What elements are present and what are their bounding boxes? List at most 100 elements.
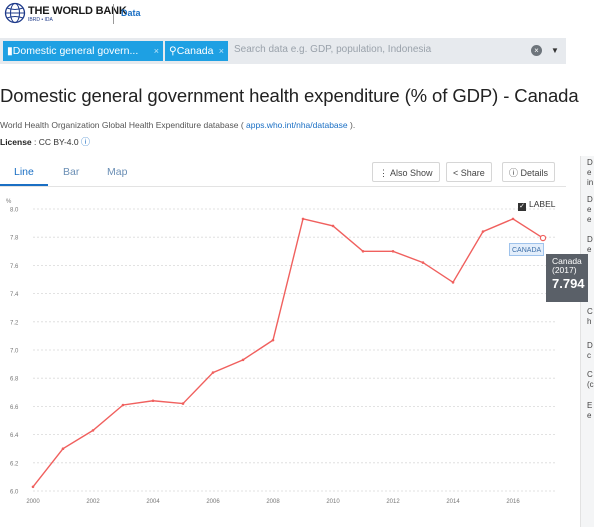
share-button[interactable]: < Share xyxy=(446,162,492,182)
side-item-text[interactable]: h xyxy=(587,317,592,326)
data-section-link[interactable]: Data xyxy=(121,8,141,18)
data-point xyxy=(301,217,305,221)
y-tick-label: 7.4 xyxy=(10,292,19,298)
world-bank-logo-icon[interactable] xyxy=(4,2,26,24)
search-bar[interactable]: ▮Domestic general govern... × ⚲Canada × … xyxy=(0,38,566,64)
data-point xyxy=(481,230,485,233)
side-item-text[interactable]: D xyxy=(587,235,593,244)
tab-map[interactable]: Map xyxy=(107,166,128,178)
side-item-text[interactable]: e xyxy=(587,215,592,224)
chart-tooltip: Canada (2017) 7.794 xyxy=(546,254,588,302)
clear-search-icon[interactable]: × xyxy=(531,45,542,56)
chart-tabs: Line Bar Map xyxy=(0,160,566,188)
data-point xyxy=(61,447,65,450)
tab-line[interactable]: Line xyxy=(14,166,34,178)
line-chart: 6.0 6.2 6.4 6.6 6.8 7.0 7.2 7.4 7.6 7.8 8.0% 2000 20… xyxy=(6,199,555,505)
data-point xyxy=(91,429,95,432)
active-tab-indicator xyxy=(0,184,48,187)
y-tick-label: 6.2 xyxy=(10,461,19,467)
side-item-text[interactable]: in xyxy=(587,178,594,187)
y-tick-label: 6.6 xyxy=(10,405,19,411)
x-tick-label: 2014 xyxy=(446,499,460,505)
details-button[interactable]: ⓘ Details xyxy=(502,162,556,182)
source-line: World Health Organization Global Health … xyxy=(0,120,355,130)
hovered-point xyxy=(539,234,547,242)
side-item-text[interactable]: e xyxy=(587,411,592,420)
side-item-text[interactable]: D xyxy=(587,341,593,350)
side-item-text[interactable]: e xyxy=(587,168,592,177)
details-label: Details xyxy=(520,168,549,178)
data-point xyxy=(31,485,35,489)
side-item-text[interactable]: E xyxy=(587,401,593,410)
info-icon[interactable]: ⓘ xyxy=(80,137,90,147)
search-input[interactable]: Search data e.g. GDP, population, Indone… xyxy=(234,44,432,55)
country-chip-label: Canada xyxy=(176,45,214,57)
also-show-label: Also Show xyxy=(390,168,433,178)
side-item-text[interactable]: c xyxy=(587,351,591,360)
data-point xyxy=(181,402,185,405)
y-axis-unit: % xyxy=(6,199,12,205)
tabs-divider xyxy=(0,186,566,187)
location-pin-icon: ⚲ xyxy=(169,45,177,57)
data-point xyxy=(271,338,275,342)
x-tick-label: 2010 xyxy=(326,499,340,505)
data-point xyxy=(211,371,215,374)
license-value: : CC BY-4.0 xyxy=(31,137,81,147)
indicator-chip-label: Domestic general govern... xyxy=(12,45,139,57)
remove-country-icon[interactable]: × xyxy=(218,46,224,56)
side-item-text[interactable]: D xyxy=(587,158,593,167)
label-toggle-text: LABEL xyxy=(529,199,556,209)
side-item-text[interactable]: C xyxy=(587,307,593,316)
side-item-text[interactable]: (c xyxy=(587,380,594,389)
data-point xyxy=(121,403,125,407)
data-point xyxy=(421,261,425,264)
more-vertical-icon: ⋮ xyxy=(379,168,391,178)
y-tick-label: 7.0 xyxy=(10,349,19,355)
x-tick-label: 2016 xyxy=(506,499,520,505)
tooltip-year: (2017) xyxy=(552,265,577,275)
country-chip[interactable]: ⚲Canada × xyxy=(165,41,228,61)
series-label-tag: CANADA xyxy=(509,243,545,256)
data-point xyxy=(511,217,515,221)
y-tick-label: 6.4 xyxy=(10,433,19,439)
share-icon: < xyxy=(453,168,461,178)
data-point xyxy=(241,358,245,362)
tooltip-country: Canada xyxy=(552,256,582,266)
data-point xyxy=(391,250,395,253)
brand-subtitle: IBRD • IDA xyxy=(28,17,53,23)
side-item-text[interactable]: C xyxy=(587,370,593,379)
data-point xyxy=(451,281,455,284)
side-item-text[interactable]: D xyxy=(587,195,593,204)
side-item-text[interactable]: e xyxy=(587,205,592,214)
chevron-down-icon[interactable]: ▼ xyxy=(551,46,559,55)
indicator-chip[interactable]: ▮Domestic general govern... × xyxy=(3,41,163,61)
also-show-button[interactable]: ⋮ Also Show xyxy=(372,162,440,182)
y-tick-label: 7.2 xyxy=(10,320,19,326)
series-line xyxy=(32,218,544,488)
page-title: Domestic general government health expen… xyxy=(0,85,579,106)
y-tick-label: 8.0 xyxy=(10,208,19,214)
remove-indicator-icon[interactable]: × xyxy=(153,46,159,56)
x-tick-label: 2012 xyxy=(386,499,400,505)
tooltip-value: 7.794 xyxy=(552,276,585,291)
data-point xyxy=(331,224,335,228)
x-tick-label: 2006 xyxy=(206,499,220,505)
y-tick-label: 7.8 xyxy=(10,236,19,242)
brand-name[interactable]: THE WORLD BANK xyxy=(28,5,127,17)
source-link[interactable]: apps.who.int/nha/database xyxy=(246,120,348,130)
brand-divider xyxy=(113,4,114,24)
y-tick-label: 6.8 xyxy=(10,377,19,383)
source-suffix: ). xyxy=(347,120,356,130)
share-label: Share xyxy=(460,168,485,178)
chart-bars-icon: ▮ xyxy=(7,45,13,57)
tab-bar[interactable]: Bar xyxy=(63,166,80,178)
x-tick-label: 2004 xyxy=(146,499,160,505)
data-point xyxy=(361,250,365,253)
license-label: License xyxy=(0,137,32,147)
label-toggle[interactable]: ✓ LABEL xyxy=(518,199,555,211)
side-item-text[interactable]: e xyxy=(587,245,592,254)
x-tick-label: 2008 xyxy=(266,499,280,505)
y-tick-label: 6.0 xyxy=(10,490,19,496)
data-point xyxy=(151,399,155,403)
